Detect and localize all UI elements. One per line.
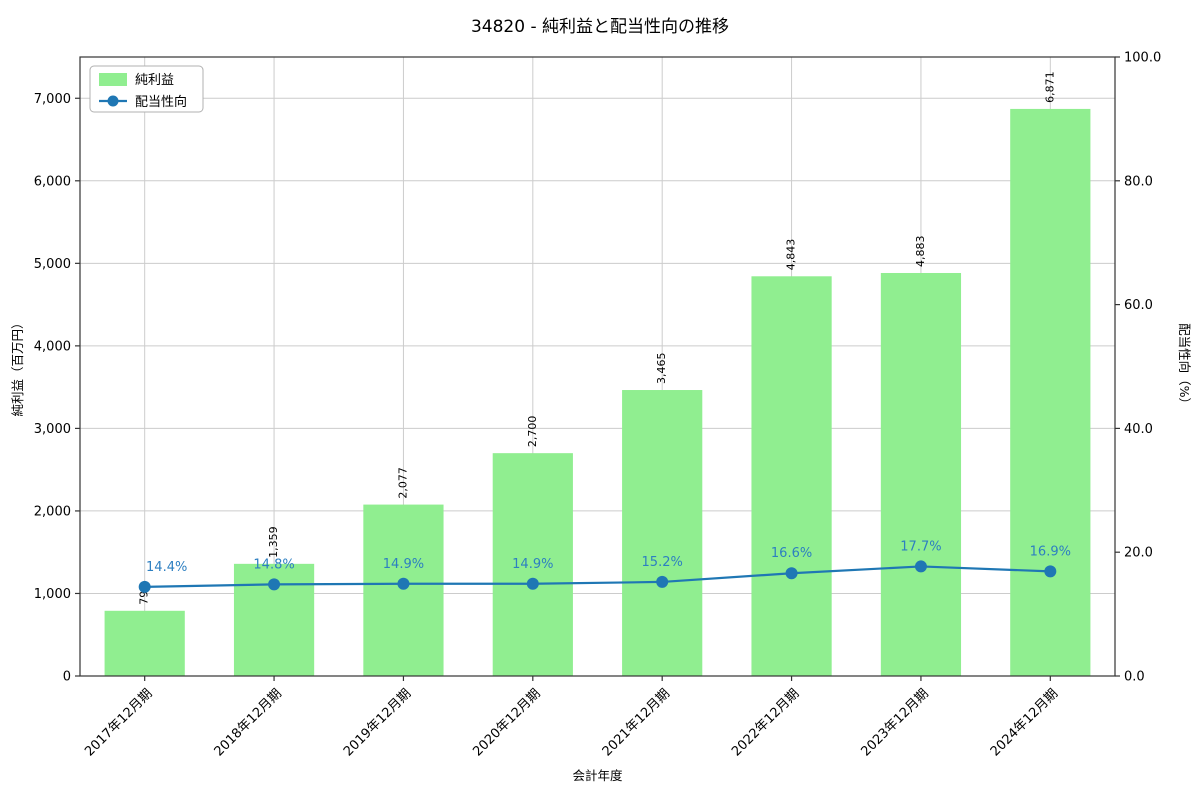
y-left-tick-label: 4,000 bbox=[34, 339, 71, 354]
y-left-tick-label: 6,000 bbox=[34, 174, 71, 189]
bar bbox=[751, 276, 832, 676]
bar bbox=[363, 504, 444, 676]
y-left-axis-title: 純利益（百万円） bbox=[10, 316, 25, 416]
bar bbox=[622, 390, 703, 676]
payout-percent-label: 16.6% bbox=[771, 546, 812, 561]
x-tick-label: 2020年12月期 bbox=[470, 686, 543, 759]
y-right-axis-title: 配当性向（%） bbox=[1177, 323, 1192, 410]
y-left-tick-label: 1,000 bbox=[34, 587, 71, 602]
payout-line bbox=[144, 565, 1051, 588]
bar-value-label: 6,871 bbox=[1043, 71, 1056, 103]
legend-label-payout-ratio: 配当性向 bbox=[135, 94, 187, 110]
bar bbox=[104, 610, 185, 676]
legend-bar-swatch bbox=[99, 73, 127, 86]
bar bbox=[492, 453, 573, 676]
payout-percent-label: 15.2% bbox=[642, 555, 683, 570]
bar bbox=[880, 272, 962, 676]
y-left-tick-label: 7,000 bbox=[34, 92, 71, 107]
y-right-tick-label: 80.0 bbox=[1124, 174, 1153, 189]
bar-value-label: 4,843 bbox=[785, 239, 798, 271]
y-right-tick-label: 20.0 bbox=[1124, 546, 1153, 561]
x-tick-label: 2022年12月期 bbox=[729, 686, 802, 759]
payout-percent-label: 14.9% bbox=[512, 557, 553, 572]
payout-marker bbox=[138, 580, 151, 593]
legend-marker-swatch bbox=[107, 95, 119, 107]
plot-border bbox=[79, 56, 1116, 677]
x-tick-label: 2018年12月期 bbox=[212, 686, 285, 759]
payout-marker bbox=[397, 577, 410, 590]
payout-percent-label: 14.4% bbox=[146, 560, 187, 575]
y-right-tick-label: 40.0 bbox=[1124, 422, 1153, 437]
x-axis-title: 会計年度 bbox=[572, 768, 623, 783]
bar-value-label: 2,077 bbox=[396, 467, 409, 499]
y-right-tick-label: 60.0 bbox=[1124, 298, 1153, 313]
bar-value-label: 2,700 bbox=[526, 416, 539, 448]
x-tick-label: 2024年12月期 bbox=[988, 686, 1061, 759]
payout-marker bbox=[914, 560, 927, 573]
payout-percent-label: 14.9% bbox=[383, 557, 424, 572]
y-left-tick-label: 2,000 bbox=[34, 504, 71, 519]
legend-label-net-income: 純利益 bbox=[135, 73, 174, 88]
bar bbox=[1010, 108, 1091, 677]
bar-value-label: 3,465 bbox=[655, 353, 668, 385]
x-tick-label: 2021年12月期 bbox=[600, 686, 673, 759]
x-tick-label: 2017年12月期 bbox=[82, 686, 155, 759]
x-tick-label: 2019年12月期 bbox=[341, 686, 414, 759]
y-left-tick-label: 3,000 bbox=[34, 422, 71, 437]
payout-percent-label: 14.8% bbox=[253, 557, 294, 572]
payout-percent-label: 17.7% bbox=[900, 539, 941, 554]
y-left-tick-label: 5,000 bbox=[34, 257, 71, 272]
bar-value-label: 4,883 bbox=[914, 235, 927, 267]
payout-percent-label: 16.9% bbox=[1030, 544, 1071, 559]
payout-marker bbox=[656, 575, 669, 588]
bar-value-label: 1,359 bbox=[267, 526, 280, 558]
payout-marker bbox=[268, 578, 281, 591]
payout-marker bbox=[1044, 565, 1057, 578]
x-tick-label: 2023年12月期 bbox=[858, 686, 931, 759]
chart-title: 34820 - 純利益と配当性向の推移 bbox=[470, 17, 730, 37]
payout-marker bbox=[785, 567, 798, 580]
y-left-tick-label: 0 bbox=[63, 670, 71, 685]
y-right-tick-label: 100.0 bbox=[1124, 51, 1161, 66]
y-right-tick-label: 0.0 bbox=[1124, 670, 1145, 685]
payout-marker bbox=[526, 577, 539, 590]
